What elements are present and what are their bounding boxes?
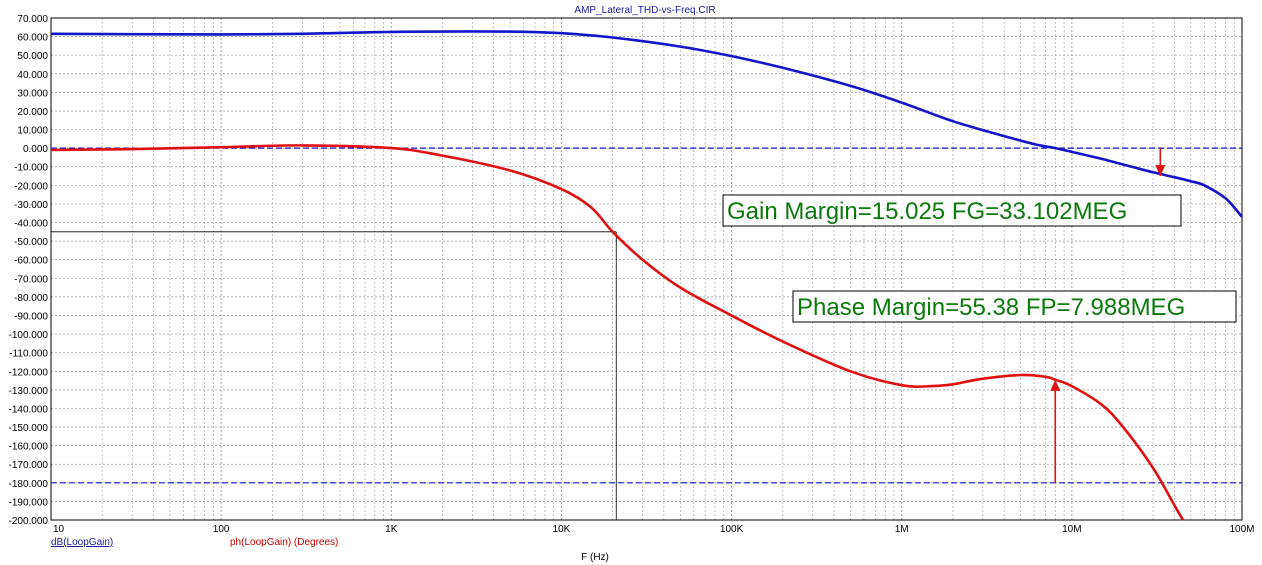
y-tick-label: -180.000 — [9, 479, 49, 490]
y-tick-label: -200.000 — [9, 516, 49, 527]
series-gain-line — [50, 30, 1243, 218]
x-tick-label: 1M — [895, 524, 909, 535]
y-tick-label: -160.000 — [9, 442, 49, 453]
y-tick-label: -70.000 — [14, 274, 48, 285]
y-tick-label: 0.000 — [23, 144, 48, 155]
y-tick-label: -30.000 — [14, 200, 48, 211]
series — [50, 30, 1243, 521]
plot-border — [50, 17, 1243, 521]
gain-margin-arrow-head — [1155, 165, 1166, 177]
y-tick-label: -60.000 — [14, 256, 48, 267]
phase-margin-box — [792, 290, 1237, 323]
y-tick-label: 50.000 — [17, 51, 48, 62]
y-tick-label: -170.000 — [9, 460, 49, 471]
y-tick-label: 40.000 — [17, 70, 48, 81]
phase-margin-annotation: Phase Margin=55.38 FP=7.988MEG — [792, 290, 1237, 323]
grid — [50, 17, 1243, 521]
gain-margin-box — [722, 194, 1182, 227]
gain-margin-annotation: Gain Margin=15.025 FG=33.102MEG — [722, 194, 1182, 227]
y-tick-label: -20.000 — [14, 181, 48, 192]
y-tick-label: -130.000 — [9, 386, 49, 397]
y-tick-label: 70.000 — [17, 14, 48, 25]
y-tick-label: -90.000 — [14, 311, 48, 322]
y-tick-label: 30.000 — [17, 88, 48, 99]
phase-margin-arrow-head — [1050, 379, 1061, 391]
y-tick-label: -140.000 — [9, 404, 49, 415]
x-axis-tick-labels: 10 100 1K 10K 100K 1M 10M 100M — [53, 524, 1255, 535]
margin-arrows — [1050, 148, 1166, 483]
legend-phase: ph(LoopGain) (Degrees) — [230, 537, 338, 548]
y-tick-label: -190.000 — [9, 497, 49, 508]
crosshair — [51, 231, 617, 520]
y-tick-label: -100.000 — [9, 330, 49, 341]
x-axis-label: F (Hz) — [581, 552, 609, 563]
x-tick-label: 10K — [553, 524, 571, 535]
y-tick-label: -50.000 — [14, 237, 48, 248]
legend-gain: dB(LoopGain) — [51, 537, 113, 548]
phase-margin-text: Phase Margin=55.38 FP=7.988MEG — [797, 294, 1185, 321]
y-tick-label: -110.000 — [9, 349, 48, 360]
x-tick-label: 100M — [1229, 524, 1254, 535]
series-phase-line — [50, 144, 1185, 521]
y-tick-label: -150.000 — [9, 423, 49, 434]
chart-title: AMP_Lateral_THD-vs-Freq.CIR — [574, 5, 715, 16]
y-tick-label: -80.000 — [14, 293, 48, 304]
x-tick-label: 1K — [385, 524, 398, 535]
y-tick-label: -120.000 — [9, 367, 49, 378]
x-tick-label: 10M — [1062, 524, 1081, 535]
reference-lines — [51, 147, 1242, 484]
y-tick-label: 10.000 — [17, 126, 48, 137]
gain-margin-text: Gain Margin=15.025 FG=33.102MEG — [727, 198, 1127, 225]
x-tick-label: 10 — [53, 524, 65, 535]
y-tick-label: 60.000 — [17, 33, 48, 44]
x-tick-label: 100 — [213, 524, 230, 535]
y-tick-label: -10.000 — [14, 163, 48, 174]
x-tick-label: 100K — [720, 524, 744, 535]
y-axis-tick-labels: 70.000 60.000 50.000 40.000 30.000 20.000 10.0… — [9, 14, 49, 527]
y-tick-label: 20.000 — [17, 107, 48, 118]
y-tick-label: -40.000 — [14, 219, 48, 230]
